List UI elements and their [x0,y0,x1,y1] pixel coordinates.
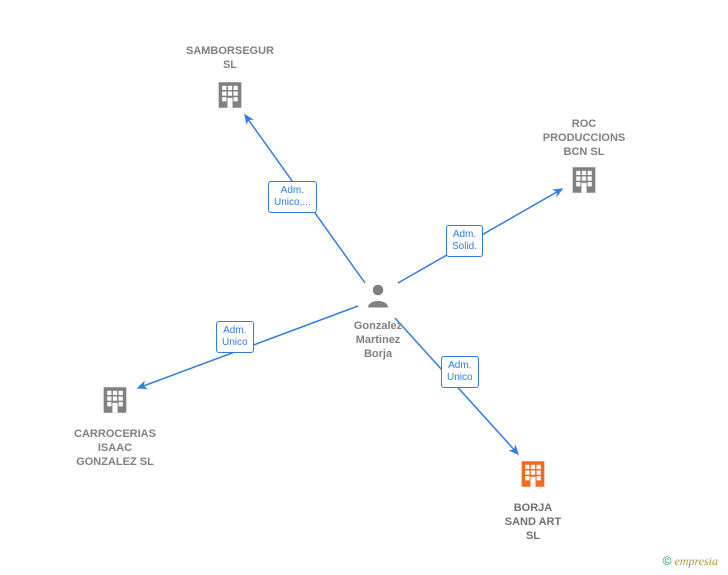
copyright-symbol: © [663,554,672,568]
edge-line [138,306,358,388]
edge-label: Adm. Unico [216,321,254,353]
building-icon [567,163,601,197]
person-node-label: Gonzalez Martinez Borja [333,320,423,361]
company-node-borja-sand[interactable] [516,457,550,496]
company-node-samborsegur[interactable] [213,78,247,117]
edge-lines-group [138,115,562,454]
edge-label: Adm. Unico [441,356,479,388]
watermark: ©empresia [663,554,718,569]
company-label-carrocerias: CARROCERIAS ISAAC GONZALEZ SL [55,428,175,469]
person-node[interactable] [363,280,393,315]
watermark-text: empresia [674,554,718,568]
edge-line [245,115,365,283]
diagram-canvas: Gonzalez Martinez Borja SAMBORSEGUR SL R… [0,0,728,575]
company-label-roc: ROC PRODUCCIONS BCN SL [524,118,644,159]
company-node-roc[interactable] [567,163,601,202]
building-icon [98,383,132,417]
company-node-carrocerias[interactable] [98,383,132,422]
company-label-borja-sand: BORJA SAND ART SL [473,502,593,543]
company-label-samborsegur: SAMBORSEGUR SL [170,45,290,73]
edge-label: Adm. Solid. [446,225,483,257]
person-icon [363,280,393,310]
edge-line [395,318,518,454]
edge-line [398,189,562,283]
building-icon [213,78,247,112]
building-icon [516,457,550,491]
edge-label: Adm. Unico,... [268,181,317,213]
